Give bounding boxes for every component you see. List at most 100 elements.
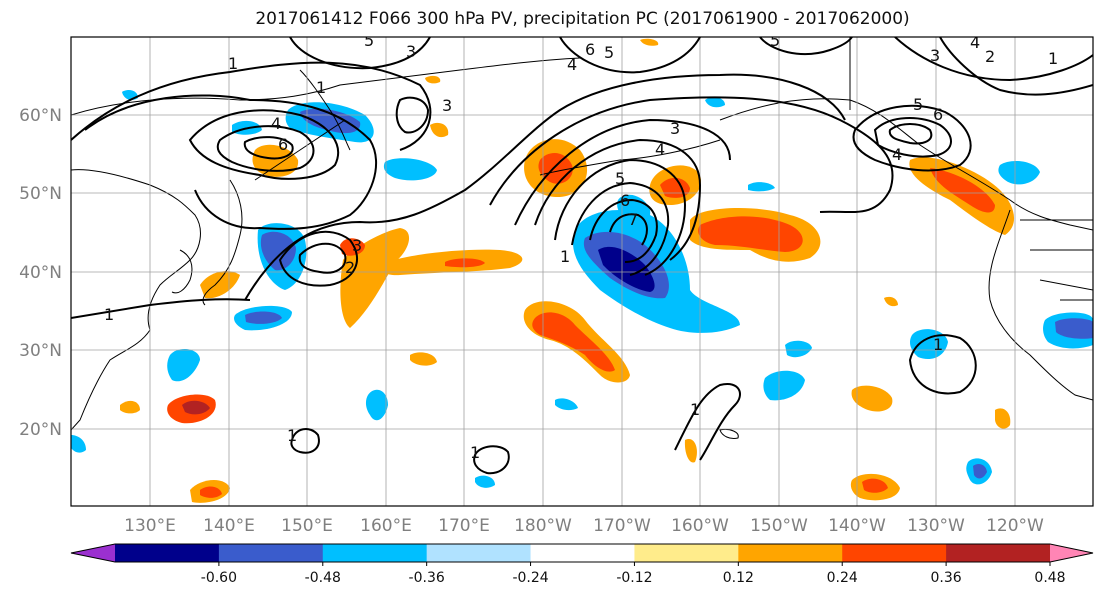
pv-contour: [71, 298, 251, 319]
pv-label: 3: [406, 42, 416, 61]
coastline-us-west: [1030, 249, 1093, 301]
precip-blob: [640, 38, 659, 46]
pv-label: 5: [913, 95, 923, 114]
pv-label: 5: [604, 43, 614, 62]
pv-label: 5: [770, 31, 780, 50]
pv-label: 6: [620, 191, 630, 210]
pv-label: 3: [670, 119, 680, 138]
pv-contour: [571, 181, 670, 276]
pv-contour: [84, 94, 378, 230]
lon-label: 130°E: [124, 516, 176, 536]
colorbar-tick-label: 0.12: [723, 570, 754, 586]
precip-blob: [475, 475, 495, 488]
pv-contour: [216, 125, 315, 172]
pv-label: 6: [278, 135, 288, 154]
lat-label: 40°N: [19, 263, 62, 283]
precip-blob: [200, 271, 240, 299]
map-frame: [70, 36, 1094, 507]
pv-contour: [473, 445, 510, 475]
pv-contour: [514, 118, 731, 226]
pv-label: 1: [287, 426, 297, 445]
precip-negative-anomalies: [71, 90, 1093, 488]
pv-contour: [243, 136, 294, 160]
pv-label: 6: [585, 40, 595, 59]
colorbar-extend-low: [71, 544, 115, 562]
pv-contour-labels: 1 1 1 1 1 1 1 1 1 2 2 3 3 3 3 3 4 4 4 4 …: [104, 31, 1058, 462]
colorbar-ticks: -0.60 -0.48 -0.36 -0.24 -0.12 0.12 0.24 0.36 0.4…: [201, 562, 1066, 586]
pv-contour: [278, 230, 359, 287]
pv-label: 1: [560, 247, 570, 266]
lon-label: 120°W: [986, 516, 1044, 536]
pv-contour: [395, 96, 430, 134]
pv-label: 1: [316, 78, 326, 97]
colorbar-swatch: [738, 544, 843, 562]
colorbar-outline: [70, 543, 1094, 563]
colorbar-tick-label: -0.48: [305, 570, 341, 586]
pv-contour: [489, 96, 894, 214]
precip-blob: [245, 311, 282, 324]
pv-contour: [939, 37, 1093, 96]
lat-label: 50°N: [19, 184, 62, 204]
precip-blob: [445, 258, 485, 268]
precip-blob: [120, 400, 140, 414]
precip-blob: [705, 97, 725, 108]
coastline-kamchatka: [299, 69, 351, 151]
coastline-north-america: [988, 209, 1093, 401]
lon-label: 150°E: [281, 516, 333, 536]
pv-contour: [852, 104, 972, 172]
pv-contour: [290, 428, 320, 454]
lon-label: 160°W: [671, 516, 729, 536]
pv-contour: [534, 138, 702, 261]
precip-blob: [555, 398, 578, 411]
pv-label: 1: [933, 335, 943, 354]
precip-blob: [930, 168, 995, 213]
precip-blob: [252, 144, 299, 177]
pv-label: 1: [1048, 49, 1058, 68]
pv-label: 4: [892, 145, 902, 164]
pv-contour: [894, 37, 1093, 82]
colorbar-tick-label: -0.60: [201, 570, 237, 586]
pv-label: 4: [271, 114, 281, 133]
precip-blob: [785, 340, 812, 358]
pv-contour: [873, 117, 952, 158]
colorbar-tick-label: 0.48: [1034, 570, 1065, 586]
pv-contour: [188, 109, 340, 180]
colorbar-swatch: [218, 544, 324, 562]
pv-label: 2: [345, 258, 355, 277]
pv-contour: [554, 158, 687, 276]
pv-label: 3: [442, 96, 452, 115]
precip-blob: [884, 296, 898, 307]
pv-label: 1: [104, 305, 114, 324]
precip-blob: [973, 464, 987, 479]
colorbar-tick-label: -0.12: [616, 570, 652, 586]
colorbar-tick-label: -0.24: [512, 570, 548, 586]
pv-label: 4: [655, 140, 665, 159]
pv-label: 6: [933, 105, 943, 124]
precip-blob: [383, 158, 437, 181]
coastline-korea: [171, 249, 193, 294]
precip-blob: [862, 478, 888, 493]
colorbar-swatch: [426, 544, 532, 562]
pv-contour: [289, 37, 431, 70]
colorbar-swatch: [322, 544, 428, 562]
pv-contour: [674, 383, 741, 461]
pv-label: 1: [470, 443, 480, 462]
precip-blob: [430, 122, 449, 138]
colorbar-swatch: [115, 544, 220, 562]
pv-label: 7: [628, 210, 638, 229]
pv-label: 4: [970, 33, 980, 52]
lon-label: 140°W: [828, 516, 886, 536]
pv-label: 1: [228, 54, 238, 73]
lon-label: 140°E: [203, 516, 255, 536]
precip-blob: [910, 329, 948, 360]
precip-blob: [995, 408, 1011, 429]
coastline-hawaii: [719, 429, 739, 439]
pv-contour: [609, 213, 648, 246]
precip-blob: [1055, 318, 1093, 339]
lon-label: 180°W: [514, 516, 572, 536]
lon-label: 130°W: [907, 516, 965, 536]
pv-label: 4: [567, 55, 577, 74]
coastline-alaska: [719, 98, 1093, 231]
pv-contour: [298, 242, 347, 274]
lat-label: 30°N: [19, 341, 62, 361]
